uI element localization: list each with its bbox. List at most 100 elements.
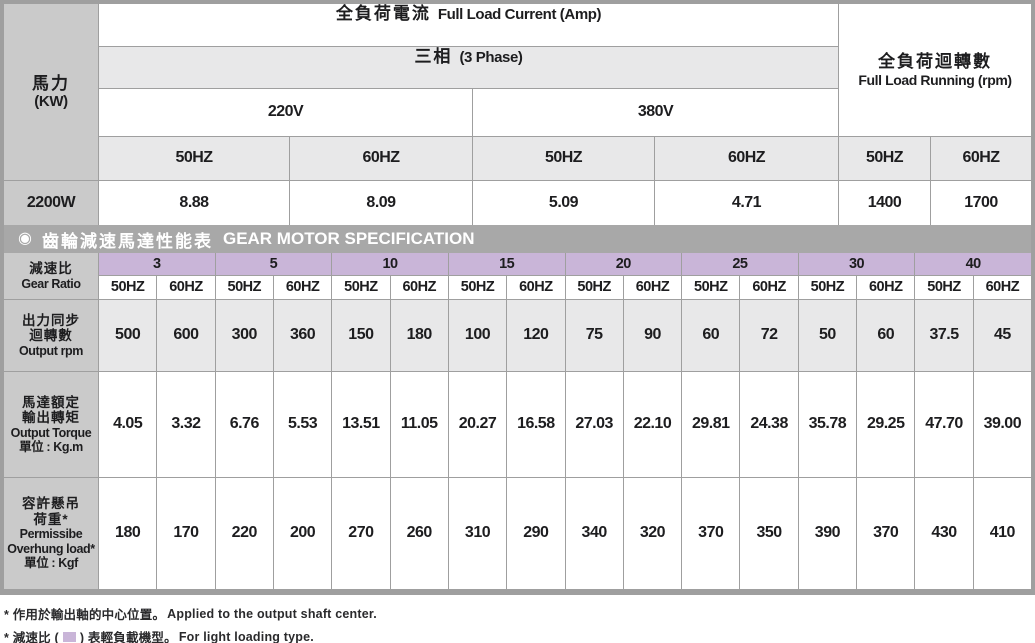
ratio-header: 15 <box>448 253 565 275</box>
label-line: Overhung load* <box>7 541 95 556</box>
label-line: Output Torque <box>10 425 92 440</box>
title-zh: 全負荷電流 <box>335 4 431 23</box>
hz-header: 50HZ <box>215 276 273 299</box>
freq-header: 60HZ <box>290 137 472 180</box>
overhung-value: 410 <box>973 478 1031 589</box>
rpm-value: 300 <box>215 300 273 371</box>
ratio-header: 5 <box>215 253 332 275</box>
gear-spec-table: 減速比 Gear Ratio 3 5 10 15 20 25 30 40 50H… <box>4 253 1031 589</box>
freq-header: 50HZ <box>99 137 289 180</box>
overhung-value: 220 <box>215 478 273 589</box>
freq-header: 50HZ <box>473 137 654 180</box>
footnote-zh-post: ) 表輕負載機型。 <box>79 631 177 643</box>
hz-header: 50HZ <box>332 276 390 299</box>
rpm-value: 180 <box>390 300 448 371</box>
full-load-current-table: 馬力 (KW) 全負荷電流 Full Load Current (Amp) 全負… <box>4 4 1031 225</box>
model-cell: 2200W <box>4 181 98 225</box>
rpm-value: 600 <box>157 300 215 371</box>
footnote-en: For light loading type. <box>178 629 314 643</box>
hz-header: 60HZ <box>273 276 332 299</box>
hz-header: 60HZ <box>157 276 215 299</box>
hz-header: 60HZ <box>857 276 915 299</box>
full-load-current-title: 全負荷電流 Full Load Current (Amp) <box>99 4 838 46</box>
hz-header: 60HZ <box>973 276 1031 299</box>
hz-header: 50HZ <box>99 276 157 299</box>
torque-value: 20.27 <box>448 372 507 477</box>
full-load-running-header: 全負荷迴轉數 Full Load Running (rpm) <box>839 4 1031 136</box>
voltage-380-header: 380V <box>473 89 838 136</box>
running-value: 1700 <box>931 181 1031 225</box>
freq-header: 60HZ <box>655 137 838 180</box>
title-en: Full Load Current (Amp) <box>437 6 602 23</box>
horsepower-header: 馬力 (KW) <box>4 4 98 180</box>
overhung-load-header: 容許懸吊 荷重* Permissibe Overhung load* 單位 : … <box>4 478 98 589</box>
hz-header: 60HZ <box>740 276 798 299</box>
rpm-value: 500 <box>99 300 157 371</box>
gear-ratio-en: Gear Ratio <box>21 276 81 291</box>
torque-value: 5.53 <box>273 372 332 477</box>
rpm-value: 360 <box>273 300 332 371</box>
torque-value: 27.03 <box>565 372 623 477</box>
rpm-value: 100 <box>448 300 507 371</box>
overhung-value: 260 <box>390 478 448 589</box>
rpm-value: 150 <box>332 300 390 371</box>
hz-header: 50HZ <box>915 276 973 299</box>
footnote-en: Applied to the output shaft center. <box>167 606 377 621</box>
label-line: 單位 : Kgf <box>24 556 78 571</box>
banner-title-en: GEAR MOTOR SPECIFICATION <box>222 229 475 248</box>
hz-header: 50HZ <box>565 276 623 299</box>
footnote-light-loading: * 減速比 ( ) 表輕負載機型。 For light loading type… <box>4 627 1035 643</box>
overhung-value: 370 <box>682 478 740 589</box>
phase-header: 三相 (3 Phase) <box>99 47 838 88</box>
ratio-header: 25 <box>682 253 798 275</box>
freq-header: 60HZ <box>931 137 1031 180</box>
overhung-value: 350 <box>740 478 798 589</box>
label-line: Permissibe <box>19 527 83 542</box>
gear-ratio-zh: 減速比 <box>29 261 73 277</box>
rpm-value: 50 <box>798 300 857 371</box>
overhung-value: 430 <box>915 478 973 589</box>
overhung-value: 340 <box>565 478 623 589</box>
torque-value: 4.05 <box>99 372 157 477</box>
ratio-header: 3 <box>99 253 215 275</box>
overhung-value: 310 <box>448 478 507 589</box>
label-line: 馬達額定 <box>22 394 80 410</box>
rpm-value: 75 <box>565 300 623 371</box>
footnote-zh: * 作用於輸出軸的中心位置。 <box>4 608 166 622</box>
label-line: 單位 : Kg.m <box>19 440 83 455</box>
rpm-value: 60 <box>857 300 915 371</box>
output-torque-header: 馬達額定 輸出轉矩 Output Torque 單位 : Kg.m <box>4 372 98 477</box>
ratio-header: 10 <box>332 253 448 275</box>
ratio-header: 40 <box>915 253 1031 275</box>
footnotes: * 作用於輸出軸的中心位置。 Applied to the output sha… <box>0 595 1035 643</box>
label-line: Output rpm <box>18 343 84 358</box>
horsepower-label-en: (KW) <box>34 93 68 111</box>
light-load-color-swatch <box>62 631 76 642</box>
running-label-zh: 全負荷迴轉數 <box>878 52 992 72</box>
torque-value: 3.32 <box>157 372 215 477</box>
output-rpm-header: 出力同步 迴轉數 Output rpm <box>4 300 98 371</box>
torque-value: 29.81 <box>682 372 740 477</box>
hz-header: 60HZ <box>507 276 565 299</box>
label-line: 荷重* <box>33 511 69 527</box>
torque-value: 39.00 <box>973 372 1031 477</box>
torque-value: 24.38 <box>740 372 798 477</box>
rpm-value: 72 <box>740 300 798 371</box>
torque-value: 16.58 <box>507 372 565 477</box>
banner-title-zh: 齒輪減速馬達性能表 <box>41 231 213 251</box>
current-value: 8.88 <box>99 181 289 225</box>
current-value: 8.09 <box>290 181 472 225</box>
torque-value: 29.25 <box>857 372 915 477</box>
hz-header: 60HZ <box>390 276 448 299</box>
torque-value: 22.10 <box>623 372 682 477</box>
overhung-value: 290 <box>507 478 565 589</box>
label-line: 出力同步 <box>22 312 80 328</box>
ratio-header: 20 <box>565 253 682 275</box>
hz-header: 60HZ <box>623 276 682 299</box>
rpm-value: 45 <box>973 300 1031 371</box>
hz-header: 50HZ <box>798 276 857 299</box>
horsepower-label-zh: 馬力 <box>32 73 70 93</box>
torque-value: 13.51 <box>332 372 390 477</box>
rpm-value: 60 <box>682 300 740 371</box>
torque-value: 11.05 <box>390 372 448 477</box>
